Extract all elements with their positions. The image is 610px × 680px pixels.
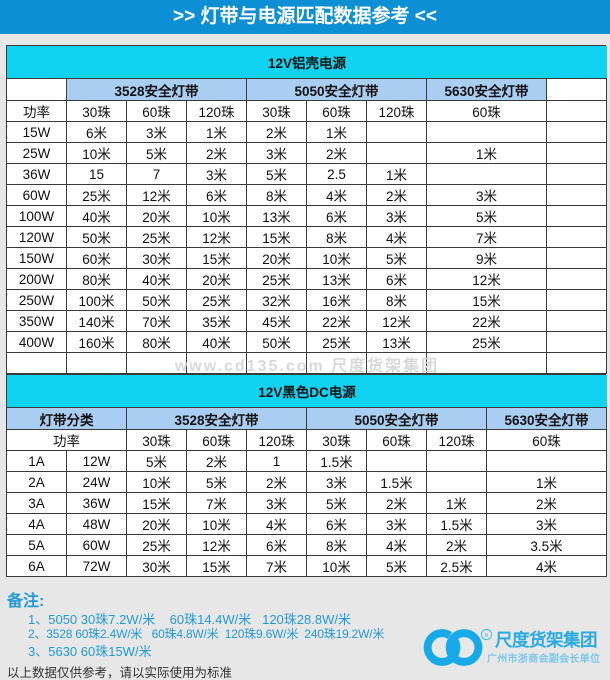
svg-text:R: R	[484, 633, 488, 639]
